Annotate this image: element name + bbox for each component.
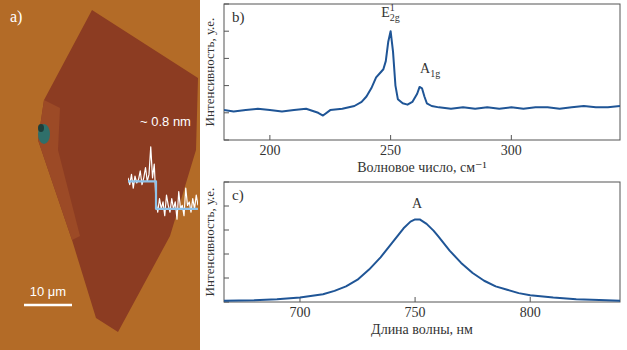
x-tick-label: 300 <box>501 143 522 158</box>
series-line <box>224 219 620 300</box>
x-tick-label: 200 <box>259 143 280 158</box>
scale-bar <box>24 304 72 307</box>
y-tick <box>224 31 229 32</box>
x-axis-title: Длина волны, нм <box>371 322 473 337</box>
flake-edge <box>38 100 80 240</box>
y-tick <box>224 254 229 255</box>
peak-label: A1g <box>420 61 440 79</box>
plot-area <box>224 31 620 115</box>
y-tick <box>224 206 229 207</box>
x-tick-label: 250 <box>380 143 401 158</box>
x-tick <box>390 135 391 140</box>
peak-label-text: A <box>412 196 423 211</box>
y-axis-title: Интенсивность, у.е. <box>202 18 217 127</box>
y-tick <box>224 85 229 86</box>
x-tick-label: 700 <box>289 305 310 320</box>
defect <box>38 124 50 144</box>
x-tick <box>269 135 270 140</box>
x-tick <box>530 297 531 302</box>
figure: a)~ 0.8 nm10 μm200250300E12gA1gb)Волново… <box>0 0 627 350</box>
panel-label: b) <box>232 9 245 26</box>
series-line <box>128 147 198 219</box>
plot-frame <box>224 182 620 302</box>
series-line <box>224 31 620 115</box>
peak-label: A <box>412 196 423 211</box>
scale-bar-label: 10 μm <box>30 284 66 299</box>
y-axis-title: Интенсивность, у.е. <box>202 188 217 297</box>
y-tick <box>224 278 229 279</box>
y-tick <box>224 140 229 141</box>
panel-label: c) <box>232 187 244 204</box>
x-tick <box>511 135 512 140</box>
peak-label-sub: 1g <box>430 68 440 79</box>
y-tick <box>224 58 229 59</box>
x-tick-label: 800 <box>520 305 541 320</box>
panel-label: a) <box>10 8 22 26</box>
peak-label-text: E <box>381 5 390 20</box>
x-tick-label: 750 <box>405 305 426 320</box>
plot-area <box>224 219 620 300</box>
annotation: ~ 0.8 nm <box>140 114 191 129</box>
y-tick <box>224 182 229 183</box>
y-tick <box>224 4 229 5</box>
y-tick <box>224 112 229 113</box>
peak-label-sub: 2g <box>390 12 400 23</box>
substrate <box>0 0 200 350</box>
series-line <box>128 181 198 209</box>
plot-frame <box>224 4 620 140</box>
y-tick <box>224 230 229 231</box>
peak-label: E12g <box>381 2 400 23</box>
defect-core <box>38 124 44 132</box>
x-axis-title: Волновое число, см⁻¹ <box>357 160 486 175</box>
x-tick <box>415 297 416 302</box>
plot-area <box>128 147 198 219</box>
